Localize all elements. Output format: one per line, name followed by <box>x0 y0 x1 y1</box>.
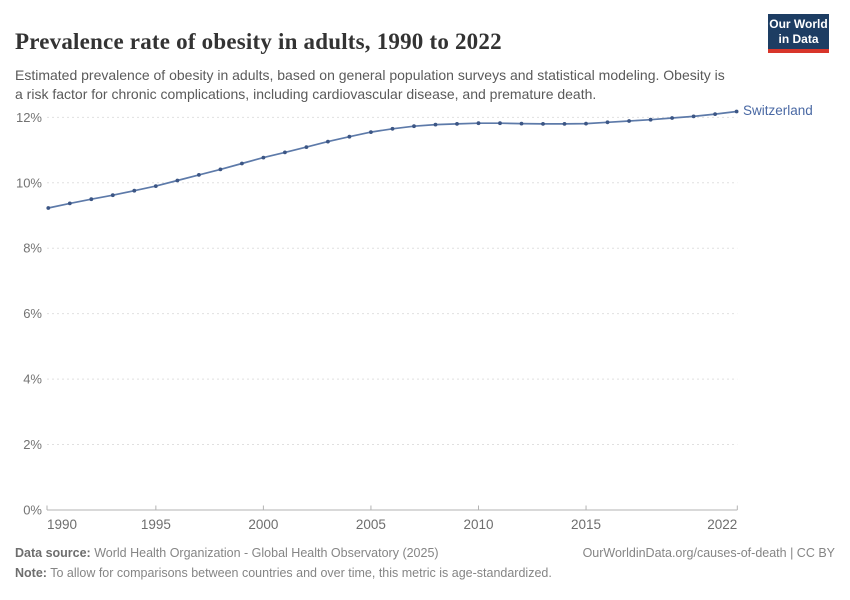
data-point <box>390 126 395 131</box>
y-axis-tick-label: 4% <box>23 372 42 387</box>
y-axis-tick-label: 0% <box>23 503 42 518</box>
y-axis-tick-label: 2% <box>23 437 42 452</box>
x-axis-tick-label: 2010 <box>463 517 493 532</box>
data-point <box>584 121 588 126</box>
data-point <box>153 184 158 189</box>
data-point <box>218 167 223 172</box>
owid-logo-line2: in Data <box>778 31 819 46</box>
data-point <box>670 116 674 120</box>
data-point <box>240 161 244 166</box>
x-axis-tick-label: 1995 <box>141 517 171 532</box>
attribution-link[interactable]: OurWorldinData.org/causes-of-death | CC … <box>582 546 835 560</box>
data-point <box>304 145 309 150</box>
data-point <box>89 197 94 202</box>
data-point <box>283 150 287 155</box>
chart-footer: Data source: World Health Organization -… <box>15 546 835 580</box>
data-point <box>713 112 717 116</box>
data-source-text: World Health Organization - Global Healt… <box>90 546 439 560</box>
data-point <box>175 178 180 183</box>
note-text: To allow for comparisons between countri… <box>46 566 552 580</box>
x-axis-tick-label: 2005 <box>356 517 386 532</box>
x-axis-tick-label: 1990 <box>47 517 77 532</box>
data-point <box>197 173 201 177</box>
data-point <box>347 134 352 139</box>
y-axis-tick-label: 10% <box>16 175 42 190</box>
data-point <box>476 121 481 126</box>
page-title: Prevalence rate of obesity in adults, 19… <box>15 29 502 55</box>
data-point <box>67 201 72 206</box>
data-point <box>627 119 631 123</box>
data-point <box>691 114 696 119</box>
y-axis-tick-label: 8% <box>23 241 42 256</box>
note-label: Note: <box>15 566 47 580</box>
data-point <box>562 122 567 126</box>
series-label-switzerland: Switzerland <box>743 103 813 118</box>
owid-logo-line1: Our World <box>769 17 828 32</box>
data-source-label: Data source: <box>15 546 91 560</box>
data-point <box>369 130 373 135</box>
data-point <box>110 193 115 198</box>
data-line-switzerland <box>47 110 738 209</box>
data-point <box>326 139 330 144</box>
data-point <box>433 122 438 127</box>
x-axis-tick-label: 2015 <box>571 517 601 532</box>
data-source-line: Data source: World Health Organization -… <box>15 546 439 560</box>
data-point <box>261 155 266 160</box>
y-axis-tick-label: 6% <box>23 306 42 321</box>
data-point <box>605 120 610 125</box>
data-point <box>498 121 502 126</box>
chart-subtitle: Estimated prevalence of obesity in adult… <box>15 67 725 103</box>
data-point <box>455 122 459 126</box>
data-point <box>734 109 739 114</box>
data-point <box>648 117 653 122</box>
data-point <box>132 188 137 193</box>
data-point <box>541 122 545 126</box>
data-point <box>412 124 416 129</box>
data-point <box>46 206 51 210</box>
owid-logo: Our World in Data <box>768 14 829 53</box>
y-axis-tick-label: 12% <box>16 110 42 125</box>
data-point <box>519 121 524 126</box>
x-axis-tick-label: 2000 <box>248 517 278 532</box>
note-line: Note: To allow for comparisons between c… <box>15 566 552 580</box>
x-axis-tick-label: 2022 <box>707 517 737 532</box>
